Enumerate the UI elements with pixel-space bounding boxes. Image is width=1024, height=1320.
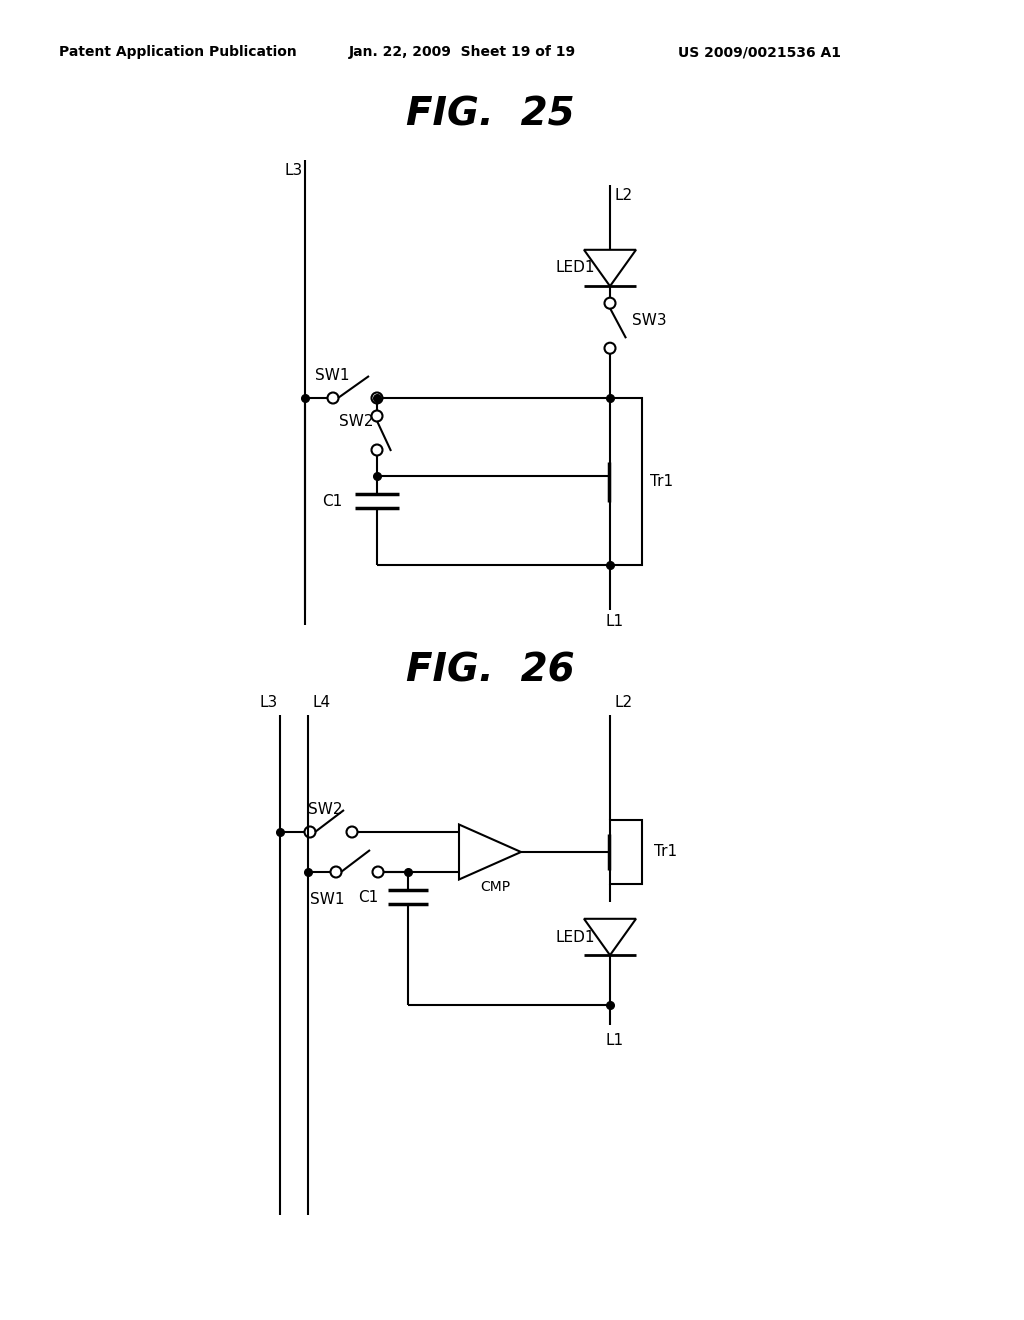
Bar xyxy=(610,399,642,565)
Text: SW3: SW3 xyxy=(632,313,667,327)
Text: SW2: SW2 xyxy=(339,413,374,429)
Text: SW1: SW1 xyxy=(310,892,344,907)
Text: SW1: SW1 xyxy=(315,368,349,384)
Bar xyxy=(610,820,642,884)
Text: FIG.  26: FIG. 26 xyxy=(406,651,574,689)
Text: C1: C1 xyxy=(322,495,342,510)
Text: US 2009/0021536 A1: US 2009/0021536 A1 xyxy=(679,45,842,59)
Text: Tr1: Tr1 xyxy=(654,845,677,859)
Text: LED1: LED1 xyxy=(555,260,595,276)
Text: L1: L1 xyxy=(606,614,624,630)
Text: CMP: CMP xyxy=(480,880,510,894)
Text: LED1: LED1 xyxy=(555,929,595,945)
Text: C1: C1 xyxy=(357,890,378,904)
Text: L3: L3 xyxy=(260,696,278,710)
Text: Jan. 22, 2009  Sheet 19 of 19: Jan. 22, 2009 Sheet 19 of 19 xyxy=(348,45,575,59)
Text: L3: L3 xyxy=(285,162,303,178)
Text: Patent Application Publication: Patent Application Publication xyxy=(59,45,297,59)
Text: L2: L2 xyxy=(615,696,633,710)
Text: L1: L1 xyxy=(606,1034,624,1048)
Text: SW2: SW2 xyxy=(308,803,342,817)
Text: Tr1: Tr1 xyxy=(650,474,673,488)
Text: L4: L4 xyxy=(312,696,330,710)
Text: L2: L2 xyxy=(615,187,633,203)
Text: FIG.  25: FIG. 25 xyxy=(406,96,574,135)
